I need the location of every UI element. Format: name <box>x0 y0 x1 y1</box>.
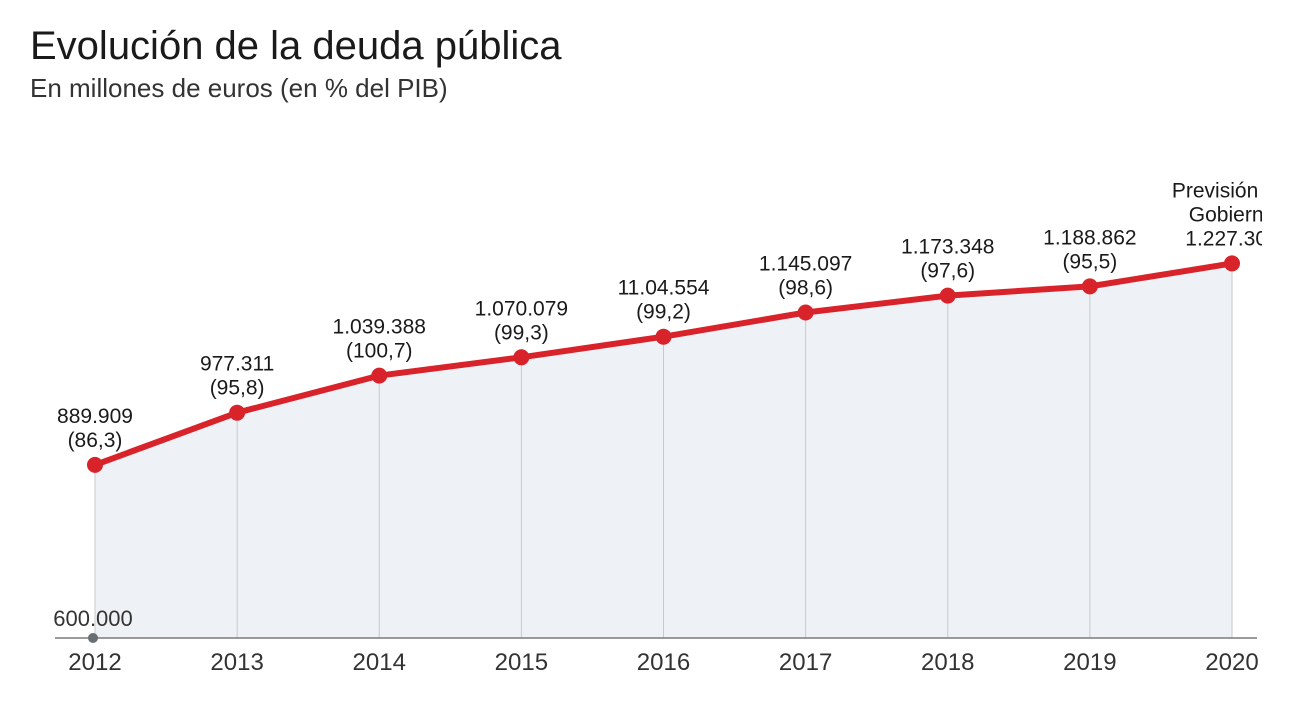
data-label: 1.145.097 <box>759 252 852 275</box>
data-label: (97,6) <box>920 260 975 283</box>
data-point <box>371 368 387 384</box>
data-label: (99,3) <box>494 321 549 344</box>
x-axis-label: 2018 <box>921 649 974 676</box>
y-baseline-label: 600.000 <box>53 606 133 631</box>
data-label: (95,5) <box>1062 250 1117 273</box>
data-label: 11.04.554 <box>618 277 710 300</box>
data-label: 977.311 <box>200 353 274 376</box>
chart-subtitle: En millones de euros (en % del PIB) <box>30 73 1262 104</box>
x-axis-label: 2020 <box>1205 649 1258 676</box>
data-label: 1.039.388 <box>333 316 426 339</box>
data-label: Previsión del <box>1172 179 1262 202</box>
x-axis-label: 2012 <box>68 649 121 676</box>
data-label: (99,2) <box>636 301 691 324</box>
x-axis-label: 2019 <box>1063 649 1116 676</box>
data-label: (100,7) <box>346 340 413 363</box>
data-point <box>656 329 672 345</box>
x-axis-label: 2016 <box>637 649 690 676</box>
x-axis-label: 2015 <box>495 649 548 676</box>
data-label: Gobierno <box>1189 203 1262 226</box>
data-point <box>87 457 103 473</box>
data-label: (98,6) <box>778 276 833 299</box>
data-label: 1.188.862 <box>1043 226 1136 249</box>
data-point <box>229 405 245 421</box>
data-label: 1.227.306 <box>1185 227 1262 250</box>
data-point <box>513 349 529 365</box>
data-label: 889.909 <box>57 405 133 428</box>
data-point <box>1224 255 1240 271</box>
data-label: 1.173.348 <box>901 236 994 259</box>
data-label: (86,3) <box>68 429 123 452</box>
baseline-marker <box>88 633 98 643</box>
line-chart: 2012 2013 2014 2015 2016 2017 2018 2019 2020 600.… <box>30 120 1262 698</box>
data-point <box>940 288 956 304</box>
data-point <box>798 304 814 320</box>
x-axis-label: 2014 <box>353 649 406 676</box>
x-axis-label: 2013 <box>210 649 263 676</box>
data-label: 1.070.079 <box>475 297 568 320</box>
chart-title: Evolución de la deuda pública <box>30 24 1262 69</box>
data-point <box>1082 278 1098 294</box>
data-label: (95,8) <box>210 377 265 400</box>
x-axis-label: 2017 <box>779 649 832 676</box>
